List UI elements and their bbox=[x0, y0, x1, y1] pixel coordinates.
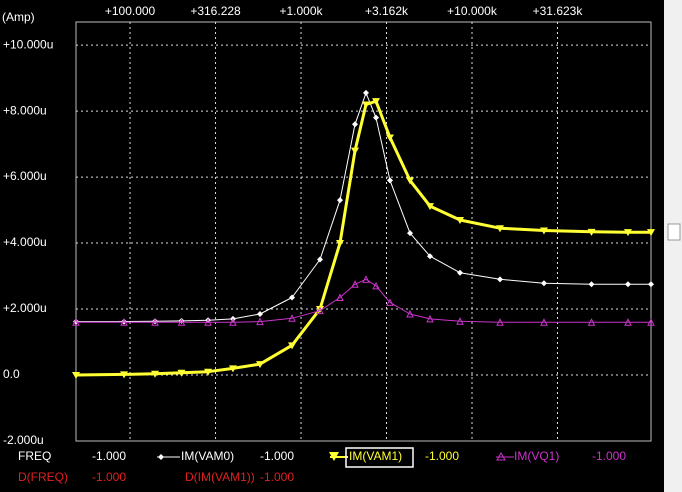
data-point bbox=[316, 256, 323, 263]
data-point bbox=[336, 197, 343, 204]
series-line bbox=[76, 92, 651, 323]
scrollbar[interactable] bbox=[664, 0, 682, 492]
data-point bbox=[373, 114, 380, 121]
readout-value: -1.000 bbox=[592, 449, 626, 463]
readout-value: -1.000 bbox=[260, 449, 294, 463]
y-tick-label: +6.000u bbox=[3, 169, 47, 183]
x-tick-label: +100.000 bbox=[105, 4, 156, 18]
data-point bbox=[456, 317, 464, 325]
legend-selection[interactable] bbox=[345, 447, 414, 468]
data-point bbox=[288, 342, 297, 350]
data-point bbox=[204, 318, 212, 326]
data-point bbox=[647, 229, 655, 237]
readout-value: -1.000 bbox=[425, 449, 459, 463]
data-point bbox=[427, 253, 434, 260]
data-point bbox=[372, 98, 381, 106]
readout-value: -1.000 bbox=[92, 449, 126, 463]
y-tick-label: 0.0 bbox=[3, 367, 20, 381]
data-point bbox=[539, 227, 548, 235]
data-point bbox=[228, 365, 237, 373]
data-point bbox=[623, 229, 632, 237]
data-point bbox=[177, 369, 186, 377]
data-point bbox=[229, 318, 237, 326]
readout-label: FREQ bbox=[18, 449, 51, 463]
data-point bbox=[316, 306, 324, 315]
data-point bbox=[120, 318, 128, 326]
data-point bbox=[256, 317, 264, 326]
data-point bbox=[407, 230, 414, 237]
x-tick-label: +10.000k bbox=[447, 4, 498, 18]
data-point bbox=[386, 298, 394, 306]
readout-label: D(IM(VAM1)) bbox=[185, 470, 255, 484]
data-point bbox=[426, 314, 434, 323]
data-point bbox=[256, 310, 263, 317]
data-point bbox=[72, 372, 80, 380]
data-point bbox=[289, 294, 296, 301]
data-point bbox=[587, 228, 596, 236]
data-point bbox=[315, 306, 324, 314]
data-point bbox=[372, 281, 380, 290]
data-point bbox=[496, 225, 505, 233]
data-point bbox=[624, 318, 632, 326]
readout-value: -1.000 bbox=[260, 470, 294, 484]
data-point bbox=[336, 293, 344, 301]
x-tick-label: +31.623k bbox=[533, 4, 584, 18]
data-point bbox=[335, 240, 344, 248]
data-point bbox=[386, 177, 393, 184]
readout-label: D(FREQ) bbox=[18, 470, 68, 484]
x-tick-label: +3.162k bbox=[365, 4, 409, 18]
data-point bbox=[255, 361, 264, 369]
y-tick-label: +4.000u bbox=[3, 235, 47, 249]
data-point bbox=[455, 216, 464, 224]
legend-entry[interactable]: IM(VAM0) bbox=[181, 449, 234, 463]
data-point bbox=[151, 370, 160, 378]
y-tick-label: +10.000u bbox=[3, 37, 53, 51]
data-point bbox=[72, 318, 80, 326]
scroll-thumb[interactable] bbox=[667, 223, 681, 241]
series-line bbox=[75, 99, 651, 377]
data-point bbox=[497, 276, 504, 283]
data-point bbox=[406, 309, 414, 318]
data-point bbox=[540, 318, 548, 326]
data-point bbox=[648, 281, 654, 288]
data-point bbox=[204, 368, 213, 376]
data-point bbox=[362, 275, 370, 283]
legend-entry[interactable]: IM(VAM1) bbox=[349, 449, 402, 463]
legend-symbol bbox=[157, 447, 514, 468]
data-point bbox=[361, 101, 370, 109]
data-point bbox=[587, 318, 596, 326]
data-point bbox=[352, 121, 359, 128]
data-point bbox=[151, 318, 159, 326]
data-point bbox=[385, 134, 394, 142]
data-point bbox=[351, 147, 360, 155]
data-point bbox=[177, 318, 186, 326]
y-tick-label: +2.000u bbox=[3, 301, 47, 315]
data-point bbox=[288, 314, 296, 322]
data-point bbox=[456, 269, 463, 276]
data-point bbox=[351, 280, 359, 288]
data-point bbox=[647, 318, 655, 326]
data-point bbox=[540, 280, 547, 287]
data-point bbox=[362, 89, 369, 96]
data-point bbox=[406, 177, 415, 185]
y-tick-label: +8.000u bbox=[3, 103, 47, 117]
readout-value: -1.000 bbox=[92, 470, 126, 484]
data-point bbox=[120, 371, 129, 379]
x-tick-label: +1.000k bbox=[279, 4, 323, 18]
y-axis-label: (Amp) bbox=[2, 10, 35, 24]
series-line bbox=[76, 278, 651, 323]
legend-entry[interactable]: IM(VQ1) bbox=[514, 449, 559, 463]
x-tick-label: +316.228 bbox=[190, 4, 241, 18]
data-point bbox=[624, 281, 631, 288]
data-point bbox=[496, 318, 504, 326]
data-point bbox=[588, 281, 595, 288]
data-point bbox=[426, 203, 435, 211]
y-tick-label: -2.000u bbox=[3, 433, 44, 447]
